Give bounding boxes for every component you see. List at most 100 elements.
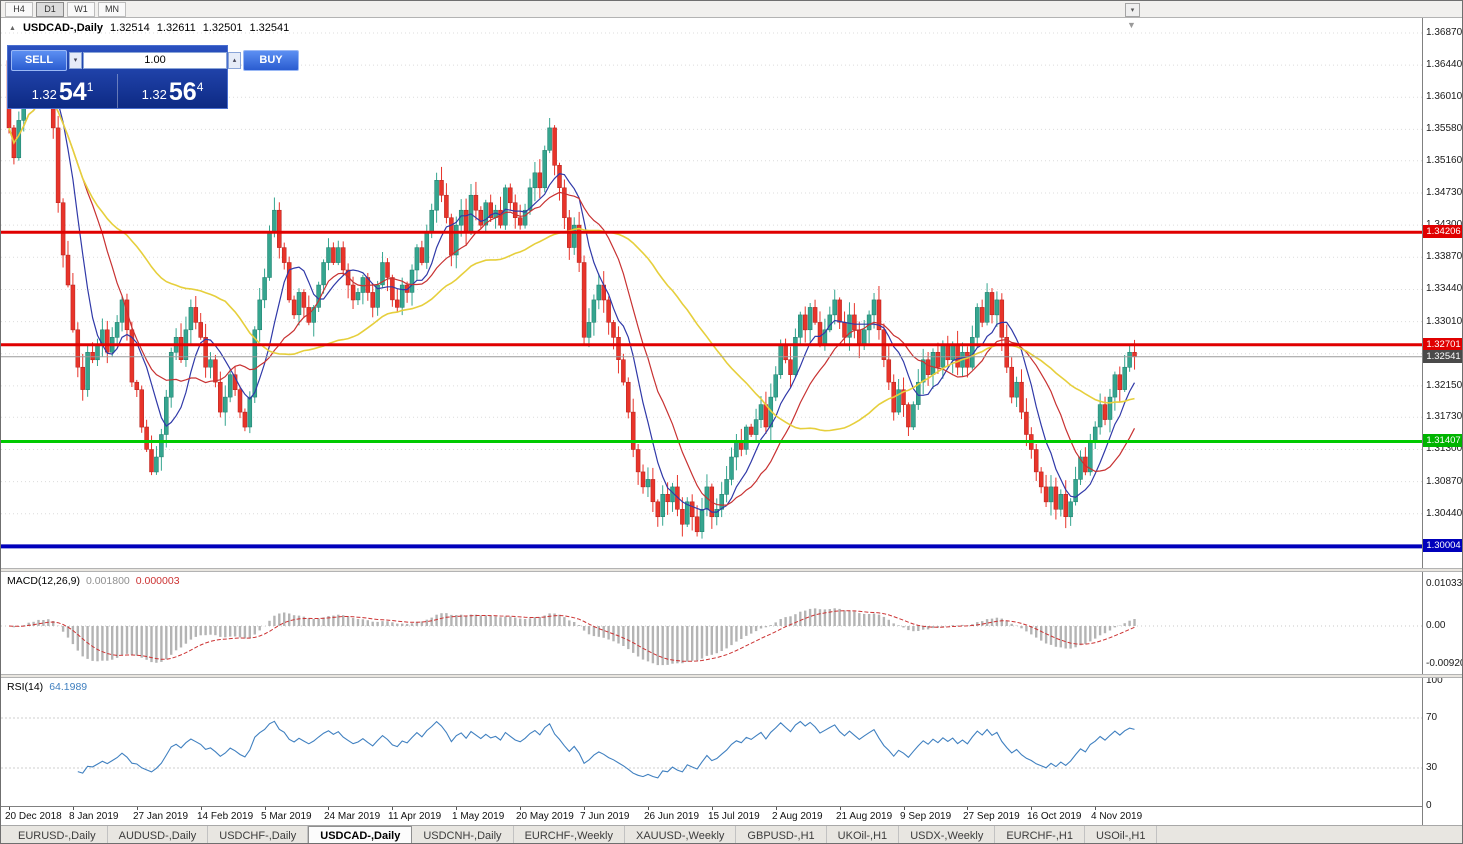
buy-price-figure: 1.32: [141, 87, 167, 102]
date-label: 14 Feb 2019: [197, 811, 254, 822]
chart-symbol: USDCAD-,Daily: [22, 22, 104, 34]
macd-pane-canvas[interactable]: [1, 572, 1422, 674]
rsi-pane-canvas[interactable]: [1, 678, 1422, 806]
chart-tab-eurusd-daily[interactable]: EURUSD-,Daily: [7, 826, 108, 843]
date-tick: [392, 807, 393, 810]
price-grid-label: 1.33440: [1426, 283, 1463, 295]
sell-price-display[interactable]: 1.32 54 1: [8, 74, 117, 108]
rsi-title: RSI(14): [7, 681, 44, 693]
buy-button[interactable]: BUY: [243, 49, 299, 71]
timeframe-toolbar: H4 D1 W1 MN ▾: [1, 1, 1462, 18]
rsi-axis-label: 0: [1426, 799, 1432, 811]
price-grid-label: 1.36010: [1426, 91, 1463, 103]
date-tick: [9, 807, 10, 810]
chart-tab-usdcnh-daily[interactable]: USDCNH-,Daily: [412, 826, 514, 843]
date-label: 7 Jun 2019: [580, 811, 630, 822]
sell-price-figure: 1.32: [31, 87, 57, 102]
timeframe-button-d1[interactable]: D1: [36, 1, 64, 17]
chart-tab-audusd-daily[interactable]: AUDUSD-,Daily: [108, 826, 209, 843]
rsi-indicator-header: RSI(14) 64.1989: [7, 681, 87, 693]
date-tick: [1031, 807, 1032, 810]
date-axis[interactable]: 20 Dec 2018 8 Jan 2019 27 Jan 2019 14 Feb 2…: [1, 806, 1422, 825]
sell-button[interactable]: SELL: [11, 49, 67, 71]
date-tick: [712, 807, 713, 810]
ohlc-open: 1.32514: [110, 22, 150, 34]
rsi-value: 64.1989: [49, 681, 88, 693]
price-grid-label: 1.31300: [1426, 443, 1463, 455]
chart-shift-marker-icon[interactable]: ▼: [1127, 20, 1136, 30]
pane-divider[interactable]: [1, 674, 1462, 678]
buy-price-display[interactable]: 1.32 56 4: [117, 74, 227, 108]
date-label: 27 Sep 2019: [963, 811, 1020, 822]
date-label: 16 Oct 2019: [1027, 811, 1082, 822]
chart-ohlc-header: ▲ USDCAD-,Daily 1.32514 1.32611 1.32501 …: [9, 22, 289, 34]
chart-tab-eurchf-h1[interactable]: EURCHF-,H1: [995, 826, 1085, 843]
volume-increase-button[interactable]: ▴: [228, 51, 241, 69]
price-axis[interactable]: 1.36870 1.36440 1.36010 1.35580 1.35160 1.347…: [1422, 18, 1463, 825]
price-grid-label: 1.31730: [1426, 411, 1463, 423]
date-tick: [967, 807, 968, 810]
price-level-label: 1.31407: [1423, 434, 1462, 448]
date-label: 1 May 2019: [452, 811, 505, 822]
price-level-label: 1.30004: [1423, 539, 1462, 553]
date-tick: [648, 807, 649, 810]
price-chart-canvas[interactable]: [1, 18, 1422, 568]
chart-tab-ukoil-h1[interactable]: UKOil-,H1: [827, 826, 900, 843]
price-level-label: 1.34206: [1423, 225, 1462, 239]
date-label: 5 Mar 2019: [261, 811, 312, 822]
date-label: 26 Jun 2019: [644, 811, 700, 822]
chart-tab-usoil-h1[interactable]: USOil-,H1: [1085, 826, 1158, 843]
pane-divider[interactable]: [1, 568, 1462, 572]
volume-input[interactable]: [83, 51, 227, 69]
macd-title: MACD(12,26,9): [7, 575, 80, 587]
price-grid-label: 1.36440: [1426, 59, 1463, 71]
chart-tab-xauusd-weekly[interactable]: XAUUSD-,Weekly: [625, 826, 737, 843]
date-label: 15 Jul 2019: [708, 811, 760, 822]
date-tick: [904, 807, 905, 810]
date-tick: [201, 807, 202, 810]
date-label: 24 Mar 2019: [324, 811, 381, 822]
price-grid-label: 1.33870: [1426, 251, 1463, 263]
date-label: 20 Dec 2018: [5, 811, 62, 822]
macd-main-value: 0.001800: [85, 575, 130, 587]
date-label: 8 Jan 2019: [69, 811, 119, 822]
price-grid-label: 1.33010: [1426, 315, 1463, 327]
price-grid-label: 1.34300: [1426, 219, 1462, 231]
timeframe-button-w1[interactable]: W1: [67, 1, 95, 17]
chart-tab-usdx-weekly[interactable]: USDX-,Weekly: [899, 826, 996, 843]
price-grid-label: 1.30440: [1426, 507, 1463, 519]
price-grid-label: 1.36870: [1426, 26, 1463, 38]
price-level-label: 1.32701: [1423, 337, 1462, 351]
toolbar-overflow-button[interactable]: ▾: [1125, 3, 1140, 17]
date-label: 27 Jan 2019: [133, 811, 189, 822]
sell-price-pipette: 1: [86, 80, 94, 94]
chart-tab-bar: EURUSD-,Daily AUDUSD-,Daily USDCHF-,Daily U…: [1, 825, 1462, 843]
timeframe-button-h4[interactable]: H4: [5, 1, 33, 17]
date-label: 4 Nov 2019: [1091, 811, 1143, 822]
date-tick: [840, 807, 841, 810]
chart-tab-usdchf-daily[interactable]: USDCHF-,Daily: [208, 826, 309, 843]
macd-axis-label: -0.009203: [1426, 657, 1462, 669]
macd-axis-label: 0.00: [1426, 620, 1446, 631]
rsi-axis-label: 30: [1426, 762, 1438, 773]
chart-tab-usdcad-daily[interactable]: USDCAD-,Daily: [308, 826, 413, 843]
one-click-trading-panel: SELL ▾ ▴ BUY 1.32 54 1 1.32 56 4: [7, 45, 299, 109]
macd-signal-value: 0.000003: [135, 575, 180, 587]
price-grid-label: 1.35580: [1426, 123, 1463, 135]
date-label: 20 May 2019: [516, 811, 574, 822]
price-grid-label: 1.34730: [1426, 186, 1463, 198]
date-tick: [456, 807, 457, 810]
volume-decrease-button[interactable]: ▾: [69, 51, 82, 69]
rsi-axis-label: 100: [1426, 674, 1443, 686]
date-tick: [137, 807, 138, 810]
chart-title-icon: ▲: [9, 24, 16, 32]
date-tick: [73, 807, 74, 810]
rsi-axis-label: 70: [1426, 712, 1438, 723]
buy-price-pips: 56: [168, 77, 197, 106]
chart-tab-gbpusd-h1[interactable]: GBPUSD-,H1: [736, 826, 827, 843]
chart-tab-eurchf-weekly[interactable]: EURCHF-,Weekly: [514, 826, 625, 843]
timeframe-button-mn[interactable]: MN: [98, 1, 126, 17]
price-grid-label: 1.30870: [1426, 475, 1463, 487]
date-label: 21 Aug 2019: [836, 811, 893, 822]
macd-axis-label: 0.010331: [1426, 577, 1463, 589]
